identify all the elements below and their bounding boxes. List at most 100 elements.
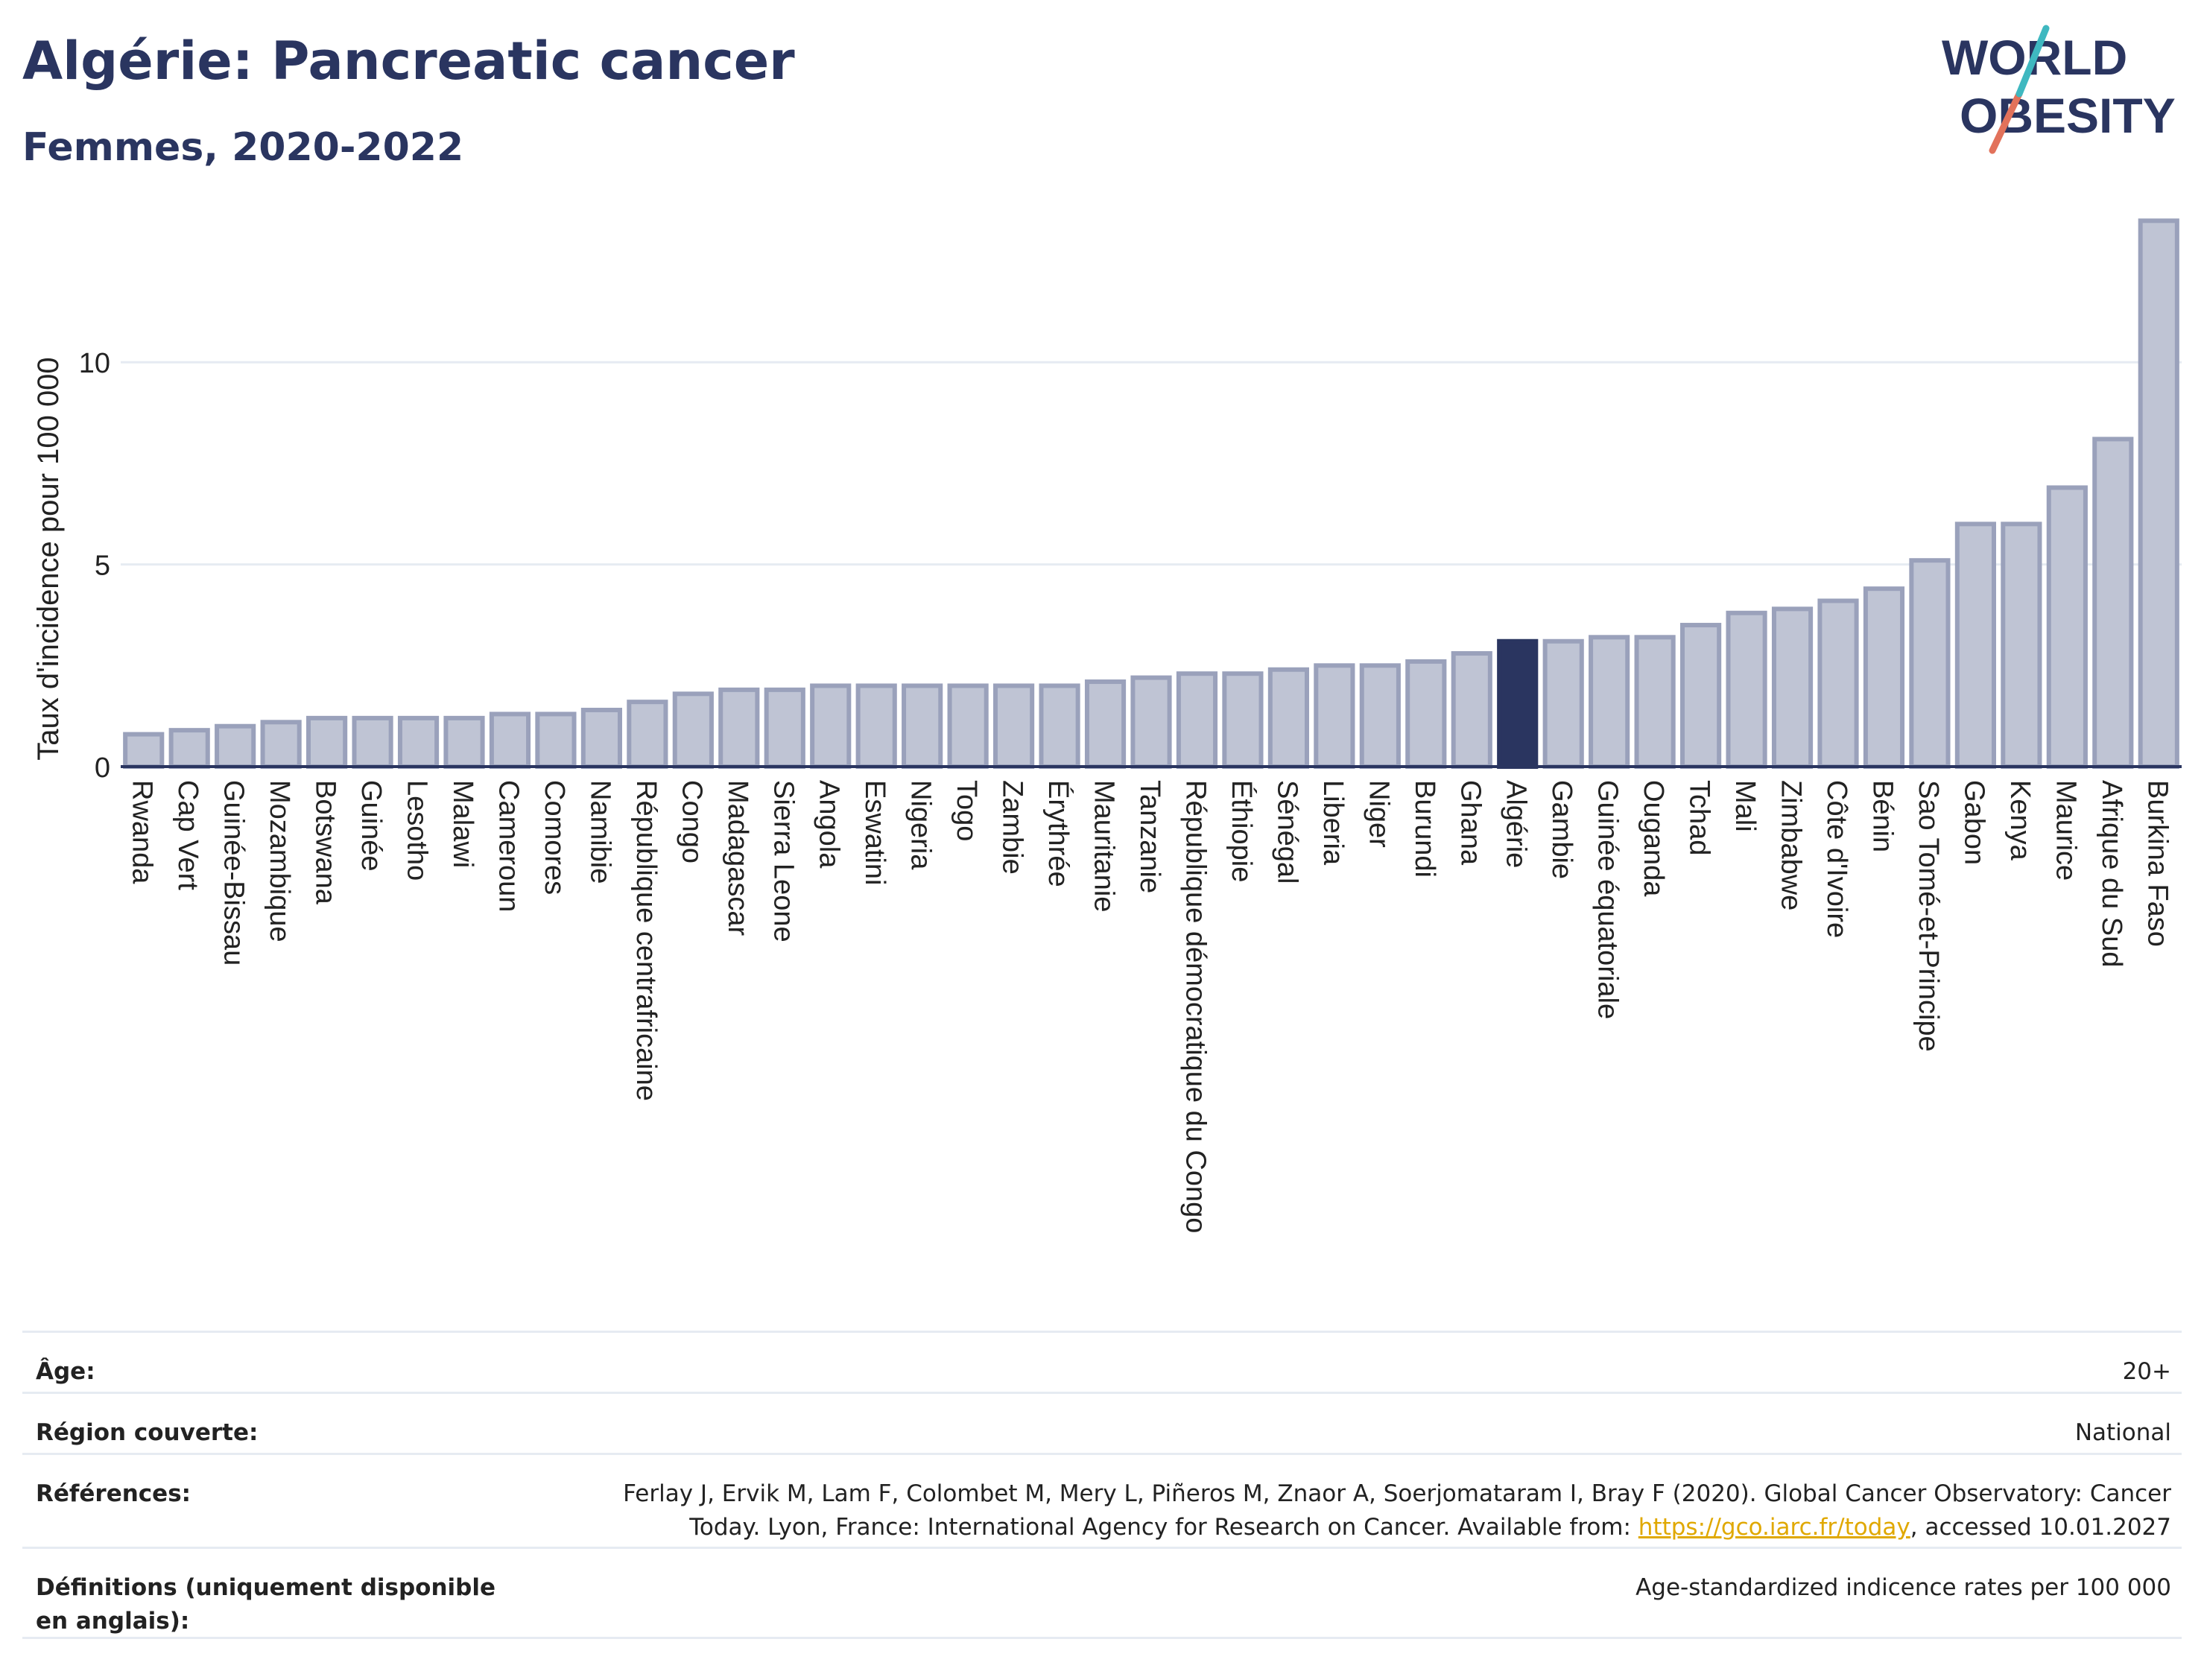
- x-tick-label: Sao Tomé-et-Principe: [1913, 780, 1944, 1052]
- x-tick-label: Mali: [1729, 780, 1761, 832]
- x-tick-label: Mauritanie: [1089, 780, 1120, 912]
- bar-rwanda: [123, 732, 165, 769]
- y-tick-label: 10: [79, 348, 110, 379]
- bar-malawi: [443, 715, 485, 769]
- bar-eswatini: [855, 683, 897, 770]
- bar-guin-e-bissau: [215, 723, 256, 769]
- bar-congo: [672, 691, 714, 769]
- y-tick-label: 5: [95, 551, 110, 582]
- x-tick-labels: Rwanda Cap Vert Guinée-Bissau Mozambique Bot…: [127, 780, 2173, 1233]
- svg-text:OBESITY: OBESITY: [1960, 88, 2176, 143]
- x-tick-label: Gambie: [1546, 780, 1577, 879]
- bar-niger: [1359, 663, 1401, 769]
- world-obesity-logo: WORLD OBESITY: [1942, 25, 2176, 154]
- gridlines: [121, 361, 2182, 566]
- meta-value: 20+: [2122, 1358, 2171, 1385]
- bar-ghana: [1451, 651, 1492, 769]
- x-tick-label: Guinée-Bissau: [218, 780, 250, 966]
- bar-maurice: [2046, 485, 2088, 769]
- x-tick-label: Liberia: [1317, 780, 1349, 866]
- x-tick-label: Algérie: [1501, 780, 1532, 868]
- bar-r-publique-d-mocratique-du-congo: [1176, 671, 1218, 770]
- meta-label: Définitions (uniquement disponible en an…: [36, 1574, 496, 1635]
- x-tick-label: Comores: [539, 780, 570, 895]
- chart-title: Algérie: Pancreatic cancer: [22, 31, 795, 92]
- x-tick-label: Érythrée: [1042, 780, 1074, 887]
- meta-row-references: Références: Ferlay J, Ervik M, Lam F, Co…: [22, 1453, 2182, 1547]
- bar-gambie: [1542, 638, 1584, 770]
- bar-mozambique: [260, 720, 302, 770]
- bar-ouganda: [1634, 635, 1676, 769]
- bar-tchad: [1680, 623, 1722, 770]
- bar-mauritanie: [1084, 679, 1127, 769]
- x-tick-label: Malawi: [447, 780, 478, 868]
- x-tick-label: Sénégal: [1271, 780, 1302, 884]
- x-tick-label: Cap Vert: [172, 780, 203, 890]
- x-tick-label: Kenya: [2004, 780, 2036, 861]
- bar-angola: [810, 683, 852, 770]
- metadata-table: Âge: 20+ Région couverte: National Référ…: [22, 1331, 2182, 1639]
- bar-namibie: [580, 708, 622, 769]
- bar-mali: [1726, 610, 1767, 769]
- x-tick-label: Tchad: [1684, 780, 1715, 855]
- meta-value: National: [2074, 1419, 2171, 1446]
- bar--thiopie: [1222, 671, 1264, 770]
- x-tick-label: République centrafricaine: [630, 780, 662, 1101]
- bar-cap-vert: [168, 728, 210, 769]
- x-tick-label: Botswana: [310, 780, 341, 905]
- bar-madagascar: [718, 687, 760, 770]
- bar-nigeria: [902, 683, 943, 770]
- bar-sierra-leone: [764, 687, 805, 770]
- x-tick-label: Ouganda: [1638, 780, 1669, 897]
- x-tick-label: Sierra Leone: [767, 780, 799, 942]
- x-tick-label: Côte d'Ivoire: [1821, 780, 1852, 938]
- bar-comores: [535, 711, 577, 769]
- x-tick-label: Togo: [951, 780, 982, 841]
- x-tick-label: Tanzanie: [1134, 780, 1165, 893]
- bar-lesotho: [397, 715, 440, 769]
- y-axis-label: Taux d'incidence pour 100 000: [32, 357, 65, 760]
- x-tick-label: Cameroun: [493, 780, 524, 912]
- bar-c-te-d-ivoire: [1817, 598, 1859, 769]
- x-tick-label: Burundi: [1409, 780, 1440, 878]
- x-tick-label: Congo: [676, 780, 707, 863]
- chart-subtitle: Femmes, 2020-2022: [22, 125, 464, 170]
- y-tick-labels: 0 5 10: [79, 348, 110, 784]
- x-tick-label: République démocratique du Congo: [1179, 780, 1211, 1233]
- meta-label: Âge:: [36, 1358, 95, 1385]
- bar-zambie: [993, 683, 1035, 770]
- x-tick-label: Maurice: [2050, 780, 2081, 881]
- x-tick-label: Zambie: [997, 780, 1028, 875]
- x-tick-label: Éthiopie: [1226, 780, 1258, 882]
- meta-row-definitions: Définitions (uniquement disponible en an…: [22, 1547, 2182, 1639]
- bar-botswana: [306, 715, 348, 769]
- x-tick-label: Eswatini: [859, 780, 890, 886]
- bar-gabon: [1954, 522, 1996, 769]
- bar-liberia: [1314, 663, 1355, 769]
- y-tick-label: 0: [95, 752, 110, 784]
- bar-afrique-du-sud: [2092, 437, 2134, 769]
- bar-r-publique-centrafricaine: [627, 700, 668, 769]
- bar-guin-e: [352, 715, 393, 769]
- reference-link[interactable]: https://gco.iarc.fr/today: [1638, 1513, 1910, 1541]
- bar-alg-rie: [1497, 638, 1539, 770]
- bar-burundi: [1405, 659, 1447, 769]
- x-tick-label: Nigeria: [905, 780, 937, 870]
- bar-chart: Rwanda Cap Vert Guinée-Bissau Mozambique Bot…: [32, 218, 2182, 1233]
- meta-row-age: Âge: 20+: [22, 1331, 2182, 1392]
- bar-zimbabwe: [1771, 606, 1814, 770]
- x-tick-label: Angola: [814, 780, 845, 869]
- x-tick-label: Bénin: [1866, 780, 1898, 852]
- bar--rythr-e: [1039, 683, 1080, 770]
- x-tick-label: Madagascar: [722, 780, 753, 936]
- meta-label: Région couverte:: [36, 1419, 259, 1446]
- reference-text: Ferlay J, Ervik M, Lam F, Colombet M, Me…: [623, 1480, 2171, 1541]
- x-tick-label: Guinée: [355, 780, 387, 872]
- bar-tanzanie: [1130, 675, 1172, 769]
- x-tick-label: Ghana: [1454, 780, 1486, 866]
- bar-b-nin: [1863, 586, 1905, 770]
- meta-value: Age-standardized indicence rates per 100…: [1635, 1574, 2171, 1601]
- x-tick-label: Gabon: [1958, 780, 1989, 865]
- bar-s-n-gal: [1267, 667, 1309, 769]
- x-tick-label: Namibie: [584, 780, 615, 884]
